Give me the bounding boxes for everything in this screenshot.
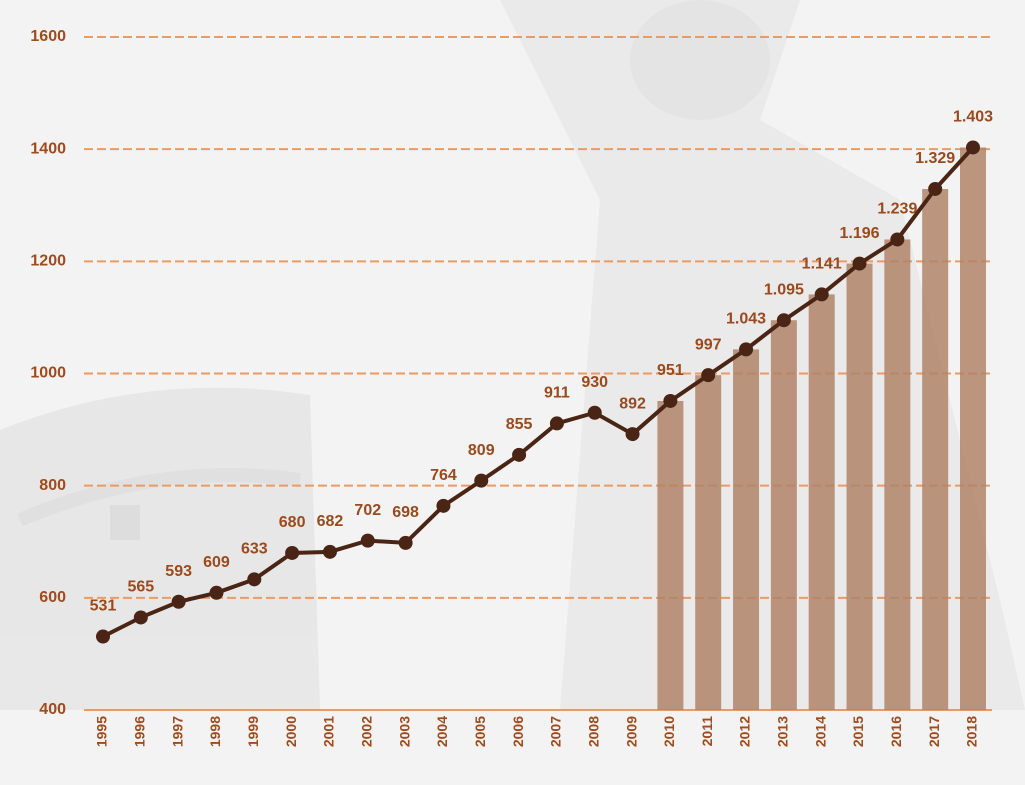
x-tick-label: 2013 bbox=[775, 716, 791, 747]
bar bbox=[770, 320, 797, 710]
y-tick-label: 600 bbox=[39, 589, 66, 606]
bar bbox=[922, 188, 949, 710]
y-tick-label: 1200 bbox=[30, 253, 66, 270]
point bbox=[701, 368, 716, 383]
point bbox=[209, 585, 224, 600]
x-tick-label: 2014 bbox=[812, 716, 828, 747]
x-tick-label: 1999 bbox=[245, 716, 261, 747]
x-tick-label: 2016 bbox=[888, 716, 904, 747]
point bbox=[814, 287, 829, 302]
point bbox=[625, 427, 640, 442]
point bbox=[549, 416, 564, 431]
point bbox=[247, 572, 262, 587]
point bbox=[171, 594, 186, 609]
y-tick-label: 400 bbox=[39, 701, 66, 718]
x-tick-label: 2000 bbox=[283, 716, 299, 747]
data-label: 702 bbox=[354, 502, 381, 519]
point bbox=[890, 232, 905, 247]
bar bbox=[884, 239, 911, 711]
data-label: 1.095 bbox=[764, 281, 804, 298]
data-label: 997 bbox=[695, 336, 722, 353]
x-tick-label: 2003 bbox=[396, 716, 412, 747]
data-label: 951 bbox=[657, 362, 684, 379]
point bbox=[285, 545, 300, 560]
point bbox=[928, 181, 943, 196]
data-label: 531 bbox=[90, 598, 117, 615]
point bbox=[776, 313, 791, 328]
point bbox=[133, 610, 148, 625]
data-label: 1.329 bbox=[915, 150, 955, 167]
x-tick-label: 2007 bbox=[548, 716, 564, 747]
point bbox=[398, 535, 413, 550]
data-label: 809 bbox=[468, 442, 495, 459]
bar bbox=[808, 294, 835, 710]
x-tick-label: 2009 bbox=[623, 716, 639, 747]
x-tick-label: 1997 bbox=[169, 716, 185, 747]
x-tick-label: 1996 bbox=[132, 716, 148, 747]
x-tick-label: 2002 bbox=[358, 716, 374, 747]
point bbox=[96, 629, 110, 644]
data-label: 682 bbox=[317, 513, 344, 530]
data-label: 698 bbox=[392, 504, 419, 521]
data-label: 1.043 bbox=[726, 311, 766, 328]
data-label: 892 bbox=[619, 395, 646, 412]
point bbox=[474, 473, 489, 488]
bar bbox=[695, 375, 722, 710]
point bbox=[739, 342, 754, 357]
point bbox=[966, 140, 980, 155]
x-tick-label: 2018 bbox=[964, 716, 980, 747]
data-label: 764 bbox=[430, 467, 457, 484]
data-label: 855 bbox=[506, 416, 533, 433]
data-label: 680 bbox=[279, 514, 306, 531]
x-tick-label: 2004 bbox=[434, 716, 450, 747]
y-tick-label: 1400 bbox=[30, 140, 66, 157]
data-label: 565 bbox=[127, 579, 154, 596]
x-tick-label: 2011 bbox=[699, 716, 715, 747]
x-tick-label: 2015 bbox=[850, 716, 866, 747]
y-tick-label: 800 bbox=[39, 477, 66, 494]
data-label: 1.403 bbox=[953, 109, 993, 126]
bar bbox=[846, 263, 873, 710]
data-label: 1.196 bbox=[839, 225, 879, 242]
point bbox=[512, 447, 527, 462]
x-tick-label: 2001 bbox=[321, 716, 337, 747]
data-label: 593 bbox=[165, 563, 192, 580]
data-label: 1.239 bbox=[877, 201, 917, 218]
bar bbox=[960, 147, 986, 711]
data-label: 930 bbox=[581, 374, 608, 391]
data-label: 1.141 bbox=[802, 256, 842, 273]
y-tick-label: 1000 bbox=[30, 365, 66, 382]
point bbox=[663, 393, 678, 408]
x-tick-label: 2008 bbox=[585, 716, 601, 747]
point bbox=[852, 256, 867, 271]
y-tick-label: 1600 bbox=[30, 28, 66, 45]
bar bbox=[657, 400, 684, 710]
x-tick-label: 2012 bbox=[737, 716, 753, 747]
x-tick-label: 1995 bbox=[94, 716, 110, 747]
x-tick-label: 1998 bbox=[207, 716, 223, 747]
x-tick-label: 2006 bbox=[510, 716, 526, 747]
data-label: 609 bbox=[203, 554, 230, 571]
data-label: 633 bbox=[241, 541, 268, 558]
point bbox=[360, 533, 375, 548]
data-label: 911 bbox=[544, 385, 570, 402]
bar bbox=[733, 349, 760, 710]
x-tick-label: 2017 bbox=[926, 716, 942, 747]
point bbox=[322, 544, 337, 559]
point bbox=[436, 498, 451, 513]
point bbox=[587, 405, 602, 420]
x-tick-label: 2010 bbox=[661, 716, 677, 747]
x-tick-label: 2005 bbox=[472, 716, 488, 747]
